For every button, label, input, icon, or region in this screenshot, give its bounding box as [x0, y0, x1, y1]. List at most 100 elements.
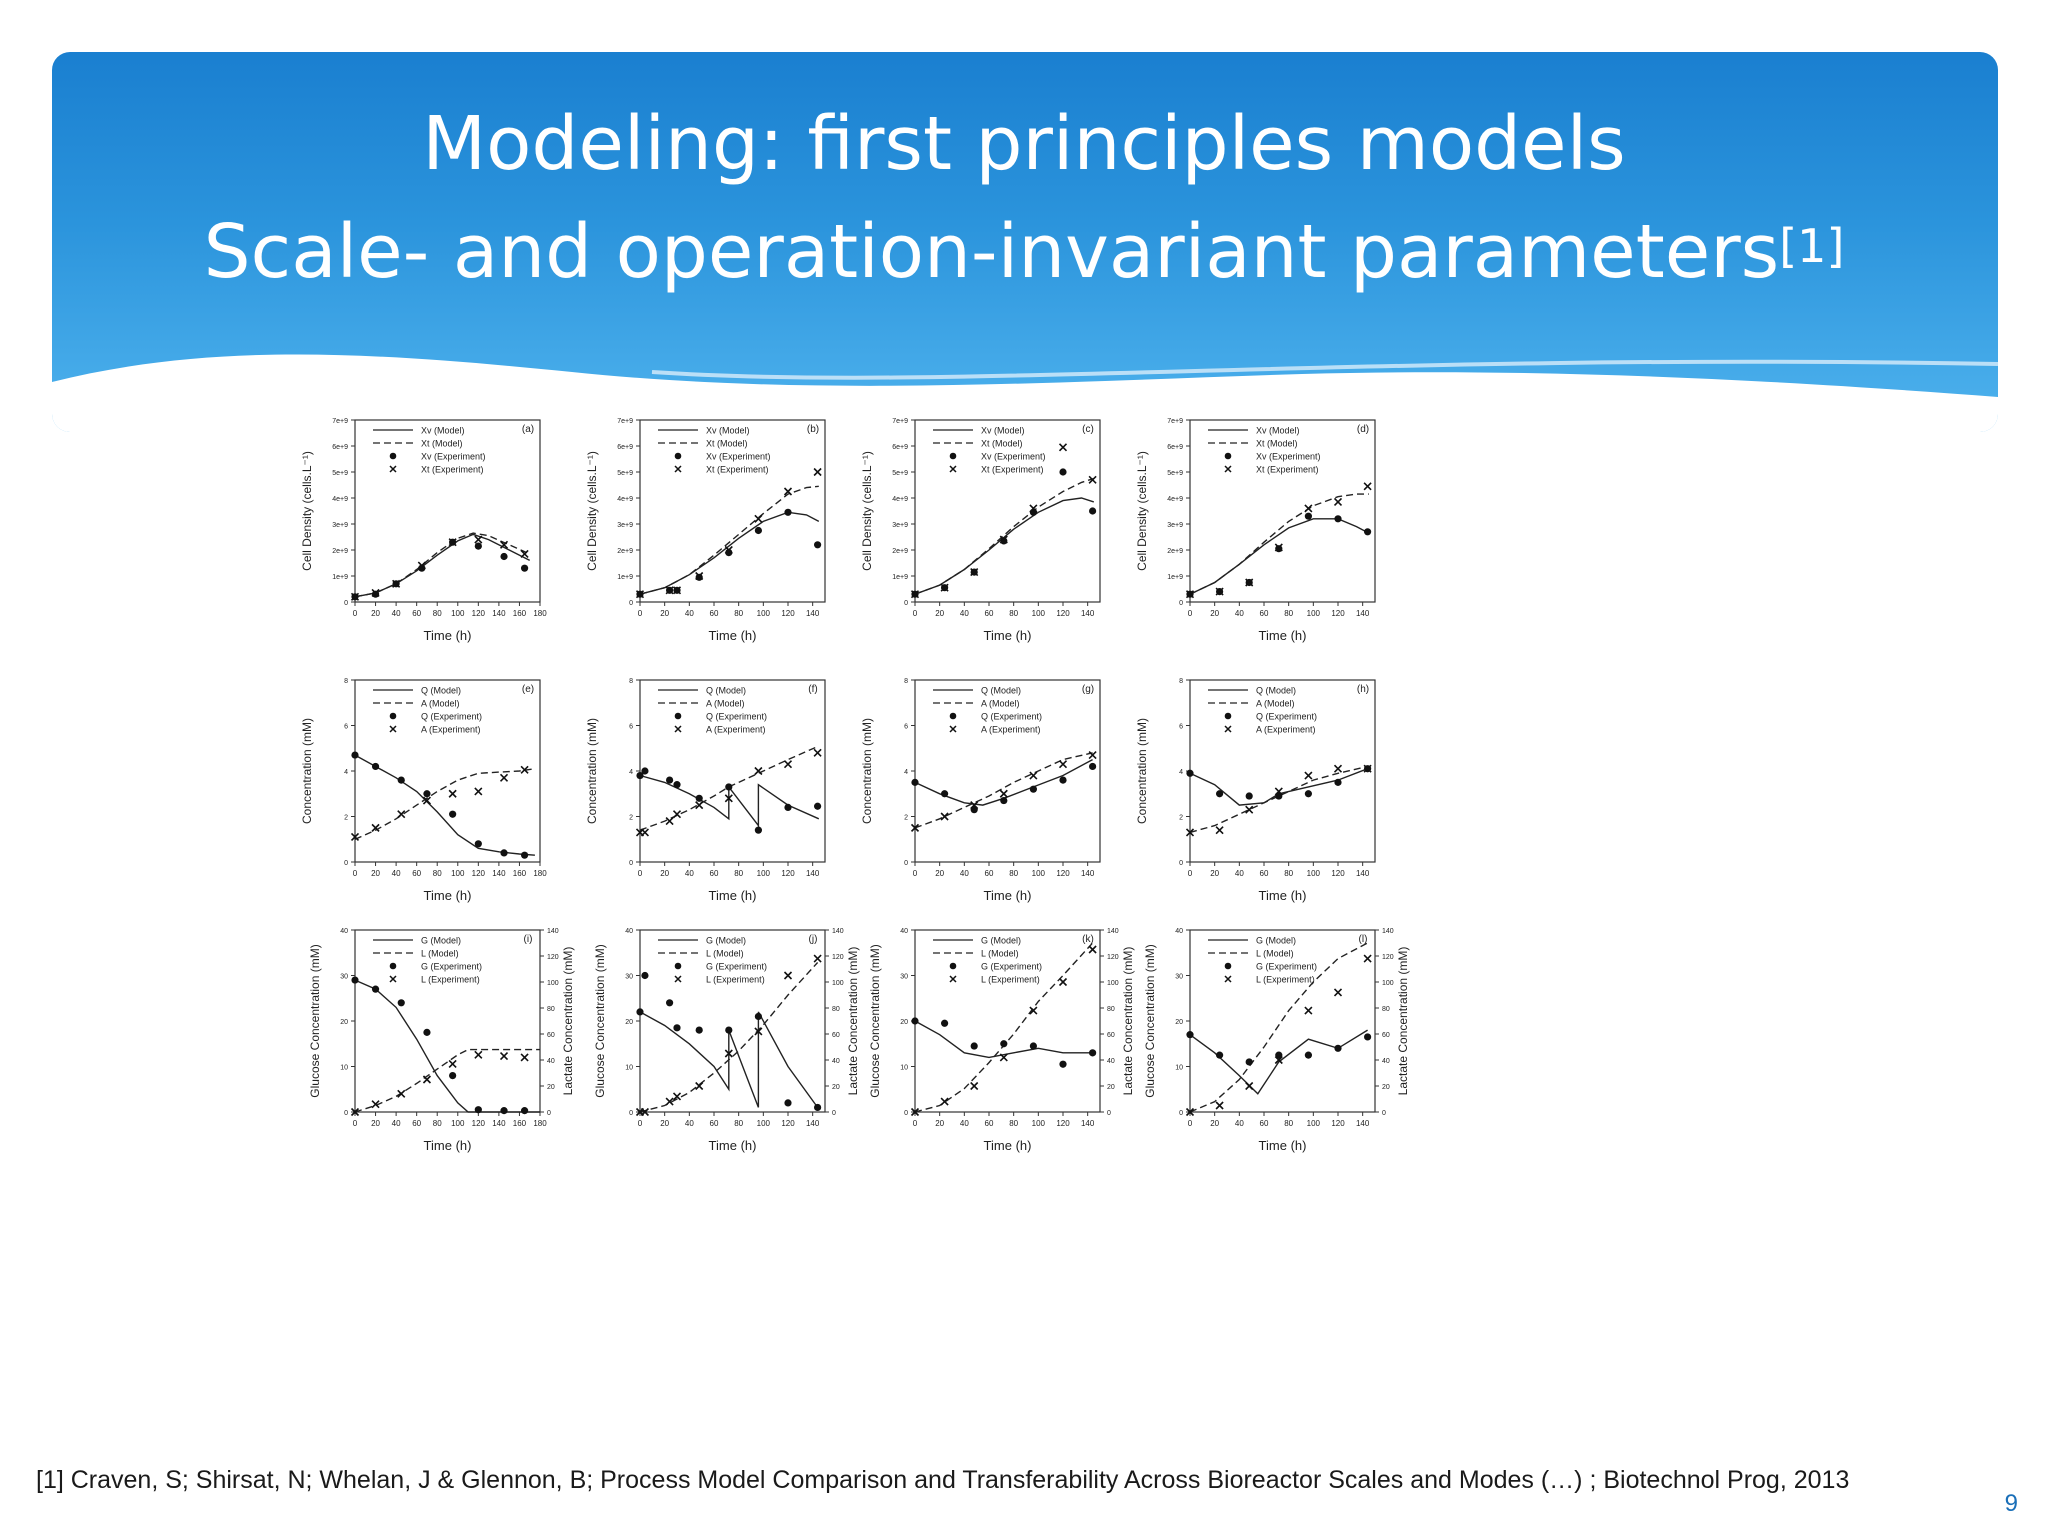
x-tick-label: 60 [710, 869, 719, 878]
chart-panel-g: 0 20 40 60 80 100 120 140 0 2 4 6 8 Time (h) Concentra… [860, 678, 1101, 903]
y2-tick-label: 0 [832, 1110, 836, 1117]
x-axis-label: Time (h) [709, 1138, 757, 1153]
data-point-dot [1089, 762, 1097, 771]
x-tick-label: 40 [1235, 1119, 1244, 1128]
data-point-cross [754, 1027, 763, 1036]
data-point-dot [397, 776, 405, 784]
x-axis-label: Time (h) [709, 888, 757, 903]
y2-tick-label: 120 [547, 954, 559, 961]
x-tick-label: 140 [806, 1119, 820, 1128]
legend-swatch-cross [389, 725, 397, 733]
chart-panel-k: 0 20 40 60 80 100 120 140 0 10 20 30 40 0 20 40 60 80 100 1… [868, 928, 1135, 1153]
legend-label: Xt (Experiment) [421, 465, 484, 475]
x-tick-label: 100 [1307, 609, 1321, 618]
data-point-cross [672, 1092, 682, 1101]
x-axis-label: Time (h) [1259, 1138, 1307, 1153]
y-tick-label: 7e+9 [892, 418, 908, 425]
data-point-cross [813, 748, 822, 757]
legend-label: L (Model) [421, 949, 459, 959]
panel-tag: (c) [1082, 424, 1094, 435]
x-tick-label: 100 [1307, 869, 1321, 878]
series-line-xv-model [354, 533, 531, 598]
data-point-dot [666, 999, 674, 1007]
x-tick-label: 0 [913, 609, 918, 618]
series-line-q-model [1189, 768, 1368, 806]
data-point-cross [1029, 771, 1038, 780]
footnote-citation: [1] Craven, S; Shirsat, N; Whelan, J & G… [36, 1466, 1850, 1494]
data-point-cross [1363, 482, 1372, 491]
y-tick-label: 2e+9 [1167, 548, 1183, 555]
y-tick-label: 6e+9 [332, 444, 348, 451]
data-point-cross [371, 1100, 380, 1109]
data-point-dot [911, 778, 919, 786]
x-tick-label: 80 [734, 1119, 743, 1128]
legend-label: Xv (Model) [706, 426, 750, 436]
data-point-dot [1216, 1051, 1224, 1059]
x-tick-label: 60 [1260, 1119, 1269, 1128]
series-line-xt-model [354, 532, 530, 598]
y2-tick-label: 100 [547, 980, 559, 987]
data-point-dot [371, 590, 380, 598]
y-tick-label: 4e+9 [332, 496, 348, 503]
x-tick-label: 80 [433, 609, 442, 618]
y-axis-label: Cell Density (cells.L⁻¹) [585, 451, 599, 571]
x-tick-label: 0 [913, 1119, 918, 1128]
legend-label: G (Experiment) [421, 962, 482, 972]
data-point-dot [423, 1028, 431, 1036]
data-point-cross [520, 1053, 529, 1062]
x-tick-label: 80 [1009, 609, 1018, 618]
x-tick-label: 20 [1210, 609, 1219, 618]
legend-label: L (Model) [1256, 949, 1294, 959]
y2-tick-label: 0 [1382, 1110, 1386, 1117]
x-tick-label: 0 [913, 869, 918, 878]
panel-tag: (l) [1359, 934, 1368, 945]
x-tick-label: 180 [533, 1119, 547, 1128]
y2-tick-label: 60 [832, 1032, 840, 1039]
y-tick-label: 30 [900, 974, 908, 981]
chart-panel-b: 0 20 40 60 80 100 120 140 0 1e+9 2e+9 3e+9 4e+9 5e+9 6… [585, 418, 826, 643]
legend-swatch-cross [949, 465, 957, 473]
data-point-cross [1304, 504, 1313, 513]
x-tick-label: 20 [935, 1119, 944, 1128]
y-tick-label: 5e+9 [332, 470, 348, 477]
data-point-cross [1058, 760, 1068, 769]
legend-label: Xv (Experiment) [1256, 452, 1321, 462]
x-tick-label: 20 [1210, 869, 1219, 878]
data-point-dot [754, 1012, 762, 1021]
y-tick-label: 8 [344, 678, 348, 685]
data-point-dot [754, 826, 762, 834]
y2-axis-label: Lactate Concentration (mM) [1396, 947, 1410, 1096]
y-tick-label: 5e+9 [1167, 470, 1183, 477]
data-point-dot [814, 1103, 822, 1112]
data-point-cross [783, 760, 793, 769]
data-point-cross [695, 571, 704, 581]
x-tick-label: 20 [371, 609, 380, 618]
y-tick-label: 2 [629, 815, 633, 822]
data-point-cross [1304, 771, 1313, 780]
panel-tag: (i) [524, 934, 533, 945]
x-tick-label: 0 [638, 609, 643, 618]
series-line-xv-model [914, 497, 1095, 595]
y2-axis-label: Lactate Concentration (mM) [561, 947, 575, 1096]
data-point-cross [422, 1075, 432, 1084]
data-point-cross [695, 1081, 704, 1091]
legend-label: G (Model) [981, 936, 1021, 946]
x-tick-label: 100 [451, 1119, 465, 1128]
y-tick-label: 0 [1179, 1110, 1183, 1117]
legend-label: A (Model) [1256, 699, 1295, 709]
data-point-dot [351, 751, 359, 759]
x-tick-label: 20 [1210, 1119, 1219, 1128]
data-point-cross [520, 549, 529, 558]
chart-panel-a: 0 20 40 60 80 100 120 140 160 180 0 1e+9 2e+9 3e+9 4e+… [300, 418, 547, 643]
data-point-cross [640, 828, 649, 837]
y-axis-label: Glucose Concentration (mM) [868, 944, 882, 1097]
data-point-dot [1000, 1040, 1008, 1048]
legend-swatch-cross [1224, 975, 1232, 983]
x-tick-label: 20 [660, 609, 669, 618]
y-tick-label: 1e+9 [332, 574, 348, 581]
legend-label: L (Model) [981, 949, 1019, 959]
y-tick-label: 1e+9 [892, 574, 908, 581]
y-tick-label: 3e+9 [332, 522, 348, 529]
x-tick-label: 0 [638, 1119, 643, 1128]
series-line-g-model [914, 1020, 1093, 1059]
